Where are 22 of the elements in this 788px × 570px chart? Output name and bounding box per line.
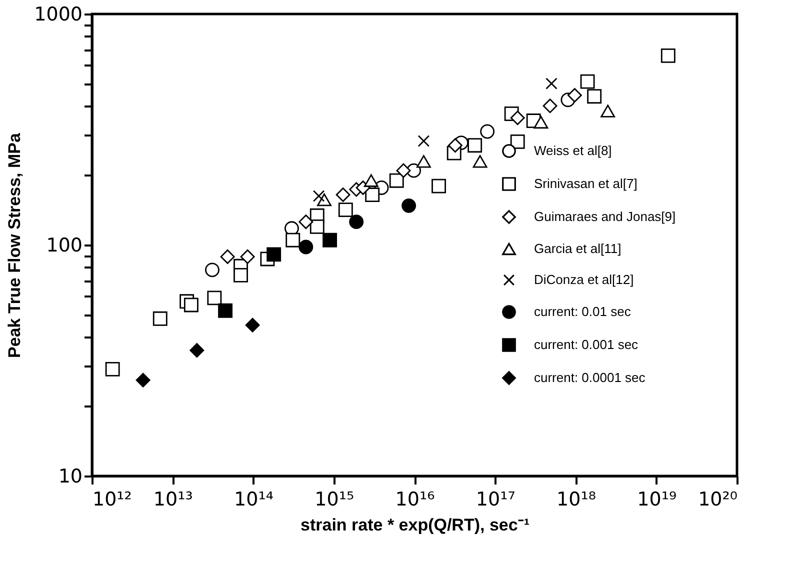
- legend-label: current: 0.001 sec: [534, 337, 639, 352]
- y-axis-title: Peak True Flow Stress, MPa: [5, 132, 24, 358]
- x-tick-label: 10¹⁵: [314, 488, 354, 510]
- x-tick-label: 10¹⁹: [637, 488, 677, 510]
- legend-label: Garcia et al[11]: [534, 241, 622, 256]
- y-tick-label: 1000: [34, 4, 82, 26]
- x-tick-label: 10¹²: [92, 488, 132, 510]
- x-tick-label: 10¹⁷: [476, 488, 516, 510]
- y-tick-label: 100: [46, 234, 82, 256]
- legend-label: current: 0.01 sec: [534, 304, 632, 319]
- legend-label: Weiss et al[8]: [534, 143, 612, 158]
- x-tick-label: 10¹³: [153, 488, 193, 510]
- legend-label: current: 0.0001 sec: [534, 370, 646, 385]
- x-tick-label: 10¹⁸: [556, 488, 596, 510]
- x-tick-label: 10¹⁶: [395, 488, 435, 510]
- legend-label: Srinivasan et al[7]: [534, 176, 638, 191]
- x-tick-label: 10¹⁴: [234, 488, 274, 510]
- legend-label: DiConza et al[12]: [534, 272, 634, 287]
- x-tick-label: 10²⁰: [698, 488, 738, 510]
- y-tick-label: 10: [58, 466, 82, 488]
- x-axis-title: strain rate * exp(Q/RT), sec⁻¹: [300, 516, 530, 534]
- legend-label: Guimaraes and Jonas[9]: [534, 209, 676, 224]
